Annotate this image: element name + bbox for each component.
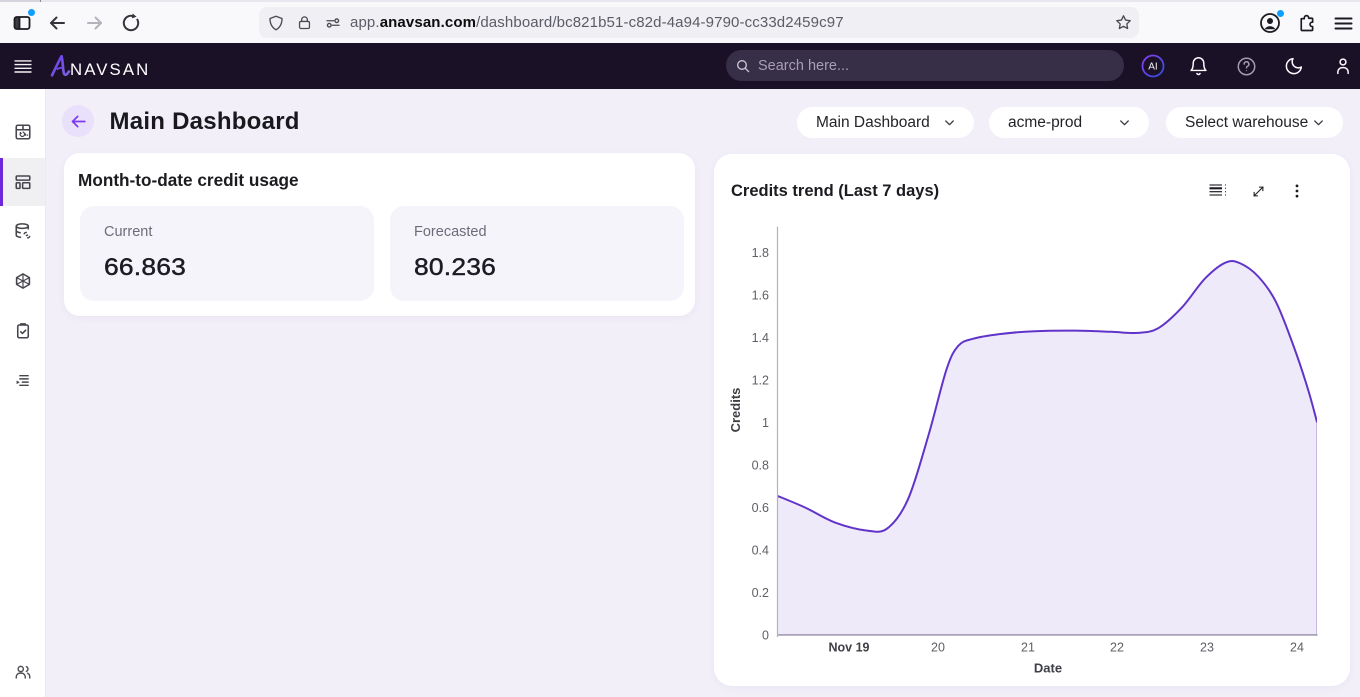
svg-text:Date: Date (1034, 661, 1062, 676)
svg-text:0.2: 0.2 (752, 586, 769, 600)
svg-text:0.6: 0.6 (752, 501, 769, 515)
svg-text:20: 20 (931, 641, 945, 655)
svg-text:22: 22 (1110, 641, 1124, 655)
svg-text:23: 23 (1200, 641, 1214, 655)
svg-text:0.4: 0.4 (752, 544, 769, 558)
svg-text:21: 21 (1021, 641, 1035, 655)
svg-text:1.6: 1.6 (752, 289, 769, 303)
svg-text:Credits: Credits (728, 388, 743, 433)
svg-text:Nov 19: Nov 19 (829, 641, 870, 655)
svg-text:1.8: 1.8 (752, 246, 769, 260)
svg-text:24: 24 (1290, 641, 1304, 655)
svg-text:0: 0 (762, 629, 769, 643)
svg-text:1: 1 (762, 416, 769, 430)
svg-text:AI: AI (1148, 62, 1157, 73)
svg-text:0.8: 0.8 (752, 459, 769, 473)
svg-text:1.2: 1.2 (752, 374, 769, 388)
svg-text:1.4: 1.4 (752, 331, 769, 345)
